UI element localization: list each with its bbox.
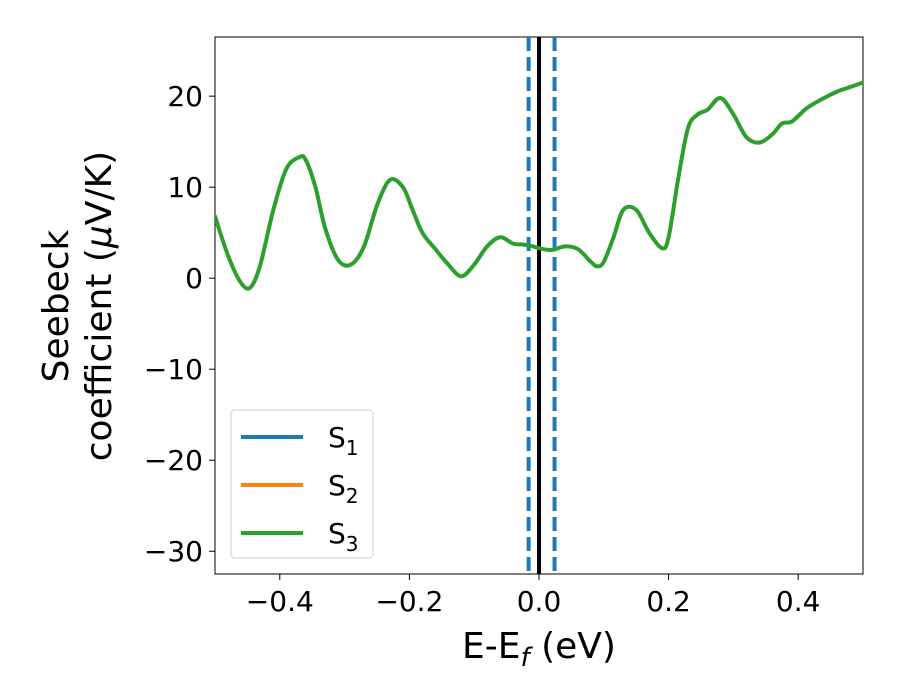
legend: S1 S2 S3 <box>230 409 374 559</box>
x-tick-label: −0.2 <box>375 585 443 618</box>
y-tick-label: −20 <box>144 444 203 477</box>
series-lines <box>215 80 863 291</box>
legend-label-s1: S1 <box>328 421 359 460</box>
x-axis-ticks: −0.4 −0.2 0.0 0.2 0.4 <box>246 574 821 618</box>
y-axis-label: Seebeck coefficient (μV/K) <box>36 151 120 461</box>
y-tick-label: −10 <box>144 353 203 386</box>
y-axis-label-line1: Seebeck <box>36 229 77 382</box>
legend-label-s2: S2 <box>328 469 359 508</box>
y-tick-label: 20 <box>167 80 203 113</box>
legend-label-s3: S3 <box>328 517 359 556</box>
x-axis-label: E-Ef (eV) <box>462 626 616 673</box>
y-tick-label: −30 <box>144 535 203 568</box>
y-tick-label: 10 <box>167 171 203 204</box>
reference-lines <box>526 37 557 574</box>
x-tick-label: 0.4 <box>776 585 821 618</box>
x-tick-label: 0.2 <box>646 585 691 618</box>
series-line-s3 <box>215 80 863 291</box>
y-axis-label-line2: coefficient (μV/K) <box>79 151 120 461</box>
x-tick-label: 0.0 <box>517 585 562 618</box>
x-tick-label: −0.4 <box>246 585 314 618</box>
y-tick-label: 0 <box>185 262 203 295</box>
y-axis-ticks: −30 −20 −10 0 10 20 <box>144 80 215 568</box>
